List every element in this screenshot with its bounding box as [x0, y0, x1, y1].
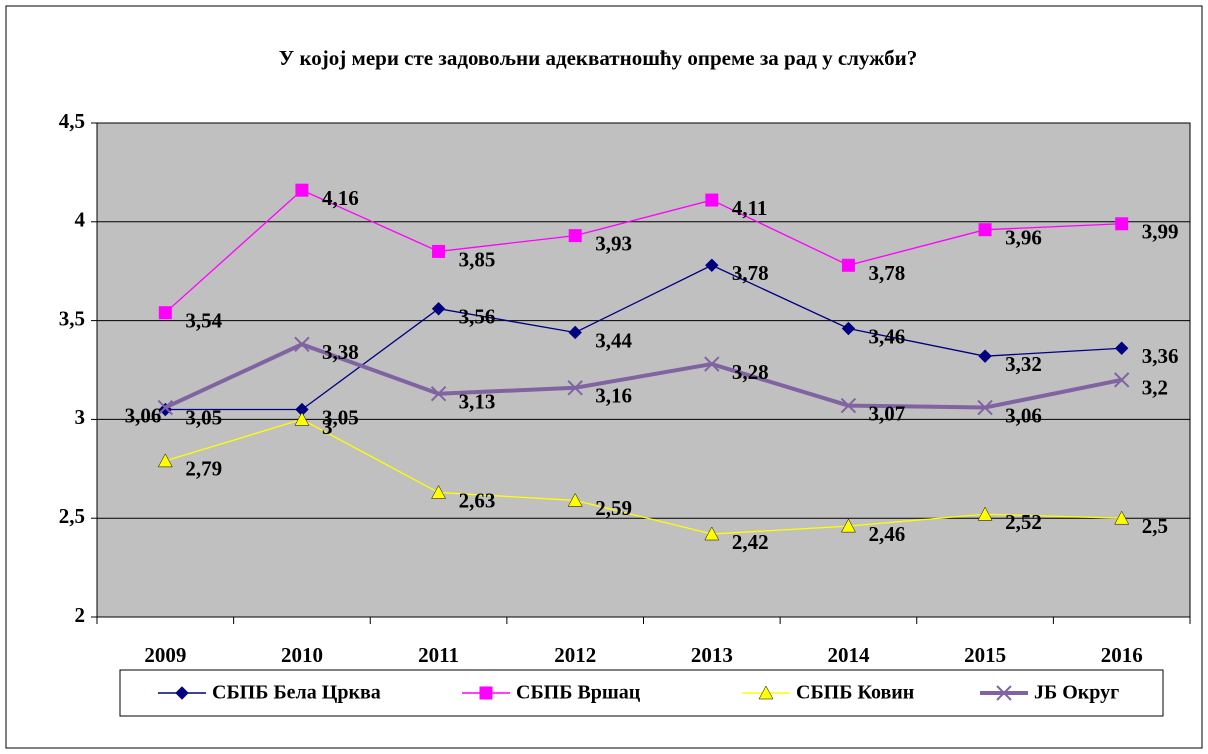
data-label: 2,52: [1005, 510, 1042, 534]
marker: [431, 484, 446, 499]
x-tick-label: 2015: [964, 643, 1006, 667]
marker: [567, 380, 583, 396]
data-label: 3,2: [1142, 376, 1168, 400]
legend-label: ЈБ Округ: [1034, 682, 1119, 704]
marker: [758, 685, 774, 700]
marker: [996, 685, 1012, 701]
data-label: 3,38: [322, 340, 359, 364]
data-label: 3,96: [1005, 226, 1042, 250]
marker: [704, 526, 720, 541]
y-tick-label: 2: [75, 603, 86, 627]
marker: [432, 244, 446, 258]
legend-label: СБПБ Вршац: [516, 682, 641, 704]
marker: [705, 193, 719, 207]
data-label: 2,5: [1142, 514, 1168, 538]
data-label: 3,44: [595, 328, 632, 352]
y-tick-label: 3,5: [59, 306, 85, 330]
marker: [1113, 372, 1130, 388]
marker: [841, 258, 855, 272]
data-label: 3,32: [1005, 352, 1042, 376]
line: [164, 342, 1123, 410]
data-label: 3,56: [459, 305, 496, 329]
x-tick-label: 2011: [418, 643, 459, 667]
x-tick-label: 2016: [1101, 643, 1143, 667]
data-label: 3,13: [459, 390, 496, 414]
data-label: 3,78: [868, 261, 905, 285]
data-label: 3,46: [868, 324, 905, 348]
data-label: 3,28: [732, 360, 769, 384]
data-label: 3,85: [459, 247, 496, 271]
marker: [158, 306, 172, 320]
data-label: 3,16: [595, 384, 632, 408]
data-label: 4,16: [322, 186, 359, 210]
x-tick-label: 2009: [144, 643, 186, 667]
marker: [568, 325, 582, 340]
marker: [567, 492, 583, 507]
data-label: 4,11: [732, 196, 768, 220]
data-label: 2,46: [868, 522, 905, 546]
x-tick-label: 2014: [827, 643, 870, 667]
data-label: 3,05: [185, 405, 222, 429]
marker: [479, 686, 493, 700]
marker: [841, 518, 856, 533]
marker: [431, 302, 446, 316]
data-label: 3,93: [595, 231, 632, 255]
chart-title: У којој мери сте задовољни адекватношћу …: [279, 46, 917, 70]
y-tick-label: 2,5: [59, 504, 85, 528]
marker: [977, 399, 993, 416]
data-label: 3,78: [732, 261, 769, 285]
data-label: 3: [322, 415, 333, 439]
data-label: 2,79: [185, 457, 222, 481]
marker: [841, 321, 856, 336]
data-label: 2,63: [459, 488, 496, 512]
data-label: 3,36: [1142, 344, 1179, 368]
marker: [977, 506, 993, 521]
data-label: 2,59: [595, 496, 632, 520]
data-label: 3,99: [1142, 220, 1179, 244]
x-tick-label: 2013: [691, 643, 733, 667]
data-label: 3,54: [185, 309, 222, 333]
x-tick-label: 2012: [554, 643, 596, 667]
series: [157, 411, 1130, 541]
line: [164, 189, 1122, 314]
data-label: 2,42: [732, 530, 769, 554]
marker: [430, 386, 447, 402]
series: [158, 258, 1129, 417]
y-tick-label: 4,5: [59, 109, 85, 133]
marker: [295, 183, 309, 197]
marker: [294, 411, 310, 426]
series: [158, 183, 1129, 320]
marker: [1115, 217, 1129, 231]
legend-label: СБПБ Ковин: [796, 682, 914, 704]
marker: [568, 229, 582, 243]
plot-area: [96, 122, 1191, 618]
marker: [175, 686, 189, 700]
marker: [704, 356, 720, 372]
line: [165, 264, 1122, 411]
marker: [1114, 341, 1129, 355]
marker: [294, 336, 310, 353]
legend-label: СБПБ Бела Црква: [212, 682, 381, 704]
data-label: 3,07: [868, 401, 905, 425]
marker: [978, 349, 992, 363]
data-label: 3,05: [322, 405, 359, 429]
marker: [1114, 510, 1130, 525]
marker: [840, 397, 857, 414]
marker: [157, 453, 173, 468]
x-tick-label: 2010: [281, 643, 323, 667]
data-label: 3,06: [125, 403, 162, 427]
marker: [157, 399, 174, 416]
y-tick-label: 4: [75, 208, 86, 232]
line: [165, 418, 1122, 535]
y-tick-label: 3: [75, 405, 86, 429]
series: [157, 336, 1130, 416]
marker: [705, 258, 719, 272]
marker: [978, 223, 992, 237]
data-label: 3,06: [1005, 403, 1042, 427]
